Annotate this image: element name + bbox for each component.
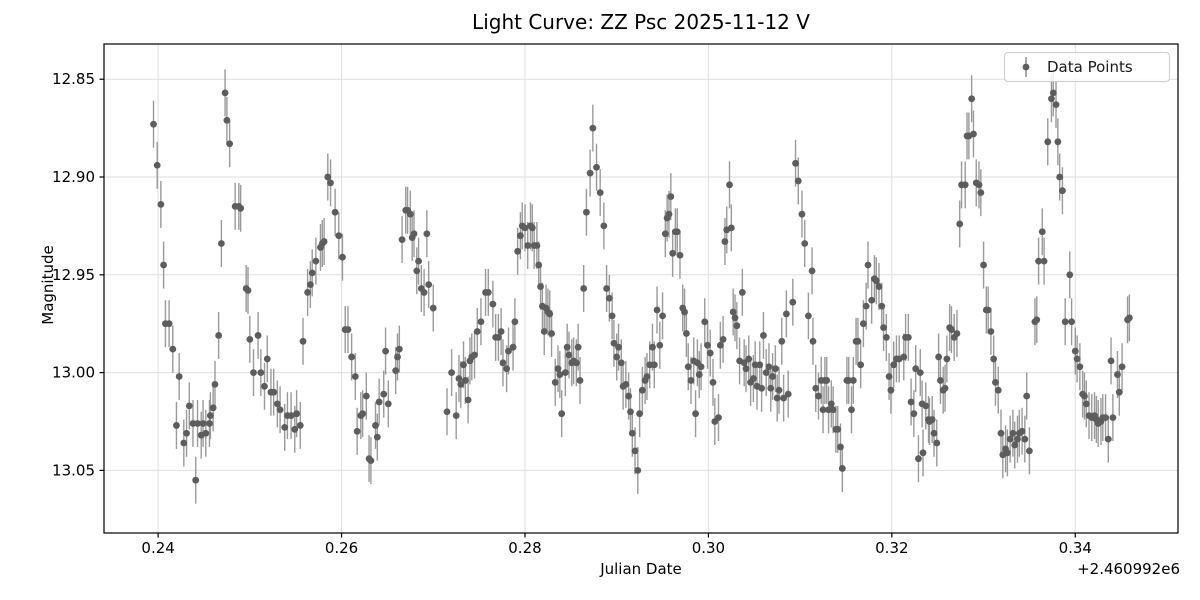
x-axis-label: Julian Date	[600, 560, 682, 578]
svg-text:0.32: 0.32	[875, 539, 908, 557]
gridlines	[104, 44, 1178, 533]
chart-title: Light Curve: ZZ Psc 2025-11-12 V	[472, 10, 810, 34]
legend-label: Data Points	[1047, 58, 1133, 76]
tick-labels: 0.24 0.26 0.28 0.30 0.32 0.34 12.85 12.90 12.95 1…	[52, 70, 1092, 557]
y-axis-label: Magnitude	[39, 245, 57, 325]
svg-text:12.95: 12.95	[52, 266, 95, 284]
legend-errorbar-marker-icon	[1022, 57, 1030, 77]
svg-text:0.34: 0.34	[1059, 539, 1092, 557]
axis-ticks	[99, 78, 1076, 538]
svg-text:0.24: 0.24	[141, 539, 174, 557]
svg-text:12.90: 12.90	[52, 168, 95, 186]
axes-spines	[103, 43, 1179, 534]
svg-text:12.85: 12.85	[52, 70, 95, 88]
svg-text:0.26: 0.26	[325, 539, 358, 557]
svg-text:0.28: 0.28	[508, 539, 541, 557]
data-points	[150, 89, 1133, 484]
x-axis-offset-text: +2.460992e6	[1077, 560, 1180, 578]
legend: Data Points	[1004, 52, 1170, 82]
svg-text:13.00: 13.00	[52, 364, 95, 382]
svg-text:13.05: 13.05	[52, 461, 95, 479]
svg-text:0.30: 0.30	[692, 539, 725, 557]
